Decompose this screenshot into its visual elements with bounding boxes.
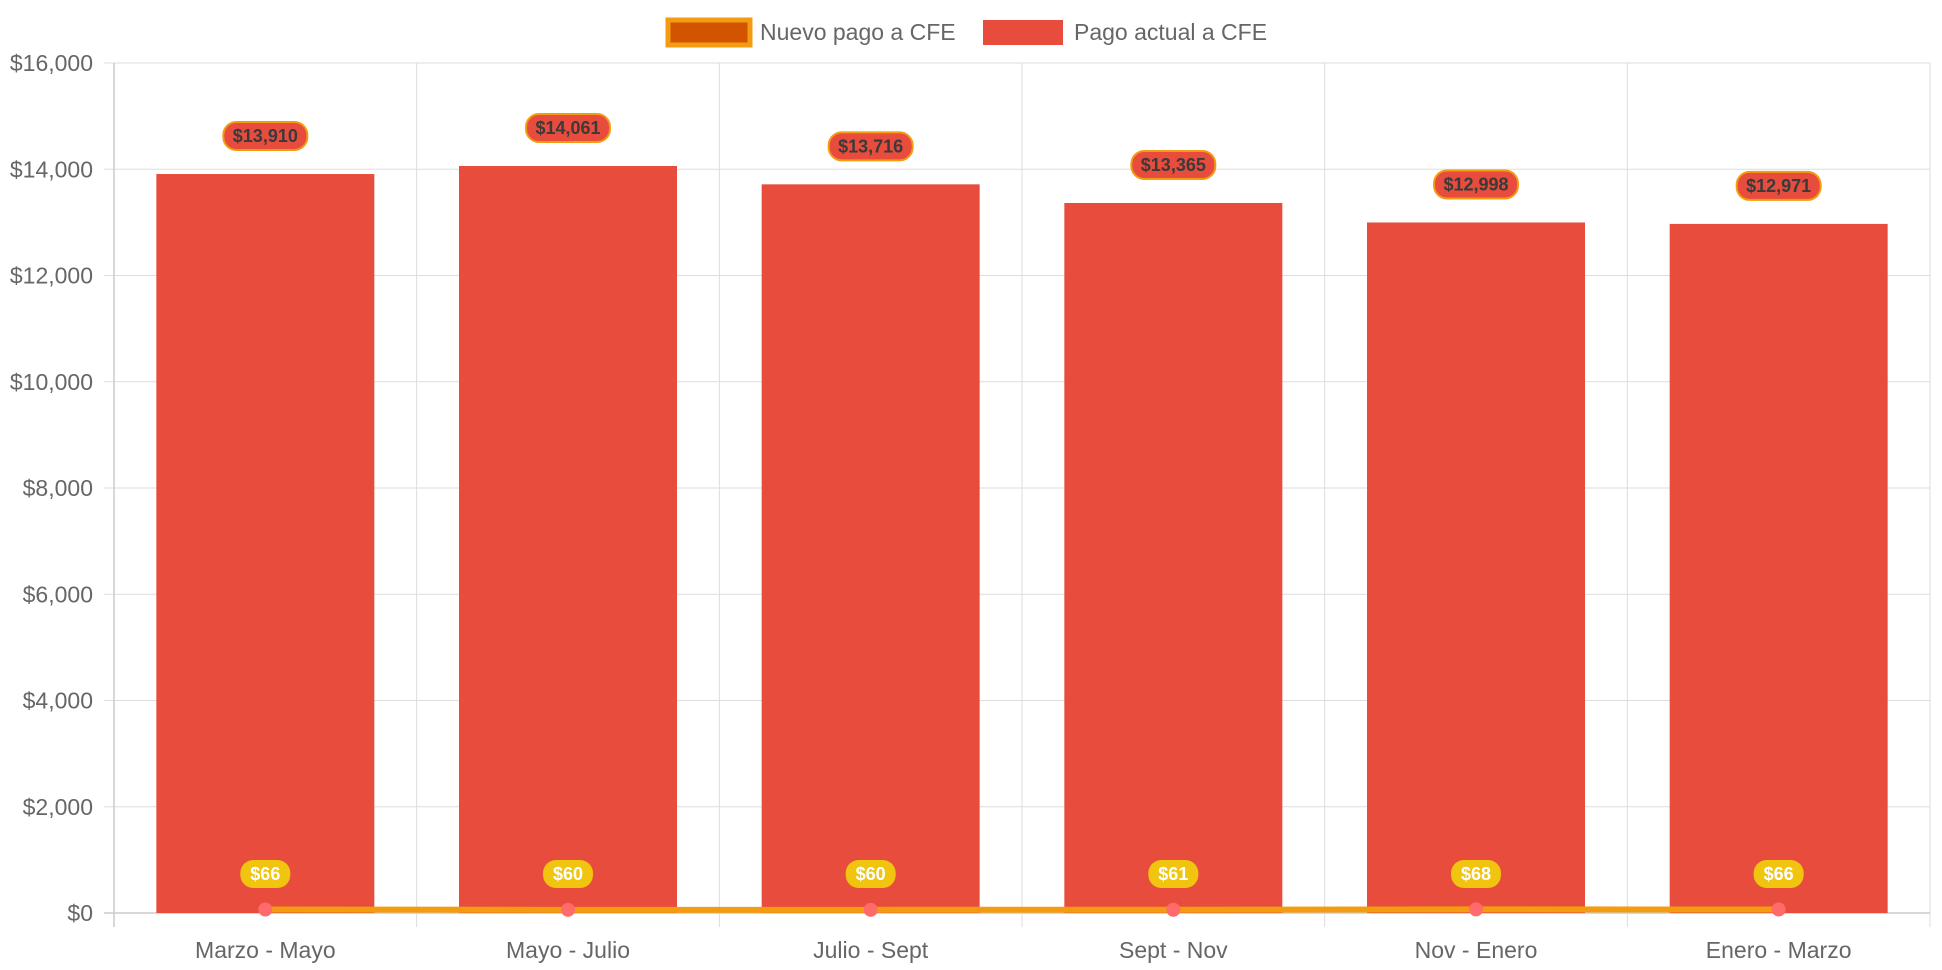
bar-pago-actual (1064, 202, 1283, 913)
bar-data-label: $13,716 (838, 136, 903, 156)
line-data-label: $66 (250, 864, 280, 884)
y-tick-label: $16,000 (10, 50, 93, 76)
bar-data-label-box (1433, 169, 1519, 200)
legend: Nuevo pago a CFE Pago actual a CFE (665, 17, 1267, 48)
line-point-nuevo-pago (863, 902, 878, 917)
bars-layer (156, 166, 1888, 913)
x-tick-label: Enero - Marzo (1706, 937, 1852, 963)
bar-data-label-box (827, 131, 914, 162)
line-layer (258, 902, 1786, 917)
legend-item-pago-actual[interactable]: Pago actual a CFE (983, 19, 1267, 45)
bar-data-label: $14,061 (535, 118, 600, 138)
x-tick-label: Sept - Nov (1119, 937, 1228, 963)
bar-data-label-box (1130, 149, 1217, 180)
line-data-label: $60 (856, 864, 886, 884)
legend-swatch-nuevo-pago (665, 17, 753, 48)
legend-label-pago-actual: Pago actual a CFE (1074, 19, 1267, 45)
line-point-nuevo-pago (1771, 902, 1786, 917)
line-data-label-box (543, 860, 593, 888)
x-tick-label: Julio - Sept (813, 937, 929, 963)
line-data-label: $60 (553, 864, 583, 884)
bar-data-label: $13,910 (233, 126, 298, 146)
y-tick-label: $12,000 (10, 263, 93, 289)
line-data-label-box (1753, 860, 1804, 888)
labels-layer: $13,910 $14,061 $13,716 $13,365 $12,998 $12,9… (222, 113, 1822, 888)
bar-pago-actual (1367, 222, 1585, 913)
legend-swatch-pago-actual (983, 20, 1063, 45)
line-data-label-box (845, 860, 896, 888)
bar-data-label: $12,971 (1746, 176, 1811, 196)
line-point-nuevo-pago (1166, 902, 1181, 917)
bar-data-label: $12,998 (1443, 174, 1508, 194)
line-data-label-box (1148, 860, 1199, 888)
x-tick-label: Marzo - Mayo (195, 937, 336, 963)
line-data-label: $61 (1158, 864, 1188, 884)
x-tick-label: Nov - Enero (1415, 937, 1538, 963)
bar-pago-actual (1669, 223, 1888, 913)
legend-item-nuevo-pago[interactable]: Nuevo pago a CFE (665, 17, 956, 48)
y-tick-label: $10,000 (10, 369, 93, 395)
bar-data-label: $13,365 (1141, 155, 1206, 175)
axes-layer: $0 $2,000 $4,000 $6,000 $8,000 $10,000 $12,000… (10, 50, 1930, 963)
y-tick-label: $2,000 (23, 794, 93, 820)
line-data-label-box (1451, 860, 1501, 888)
bar-pago-actual (156, 174, 375, 913)
line-point-nuevo-pago (258, 902, 273, 917)
bar-data-label-box (1735, 170, 1822, 201)
line-data-label-box (240, 860, 291, 888)
bar-pago-actual (459, 166, 677, 913)
line-point-nuevo-pago (1469, 902, 1483, 917)
y-tick-label: $14,000 (10, 156, 93, 182)
y-tick-label: $4,000 (23, 688, 93, 714)
y-tick-label: $8,000 (23, 475, 93, 501)
line-point-nuevo-pago (561, 902, 575, 917)
line-data-label: $66 (1764, 864, 1794, 884)
y-tick-label: $6,000 (23, 581, 93, 607)
bar-data-label-box (525, 113, 611, 144)
grid-layer (104, 62, 1931, 927)
bar-data-label-box (222, 121, 309, 152)
line-data-label: $68 (1461, 864, 1491, 884)
bar-pago-actual (761, 184, 980, 913)
legend-label-nuevo-pago: Nuevo pago a CFE (760, 19, 956, 45)
y-tick-label: $0 (67, 900, 93, 926)
x-tick-label: Mayo - Julio (506, 937, 630, 963)
